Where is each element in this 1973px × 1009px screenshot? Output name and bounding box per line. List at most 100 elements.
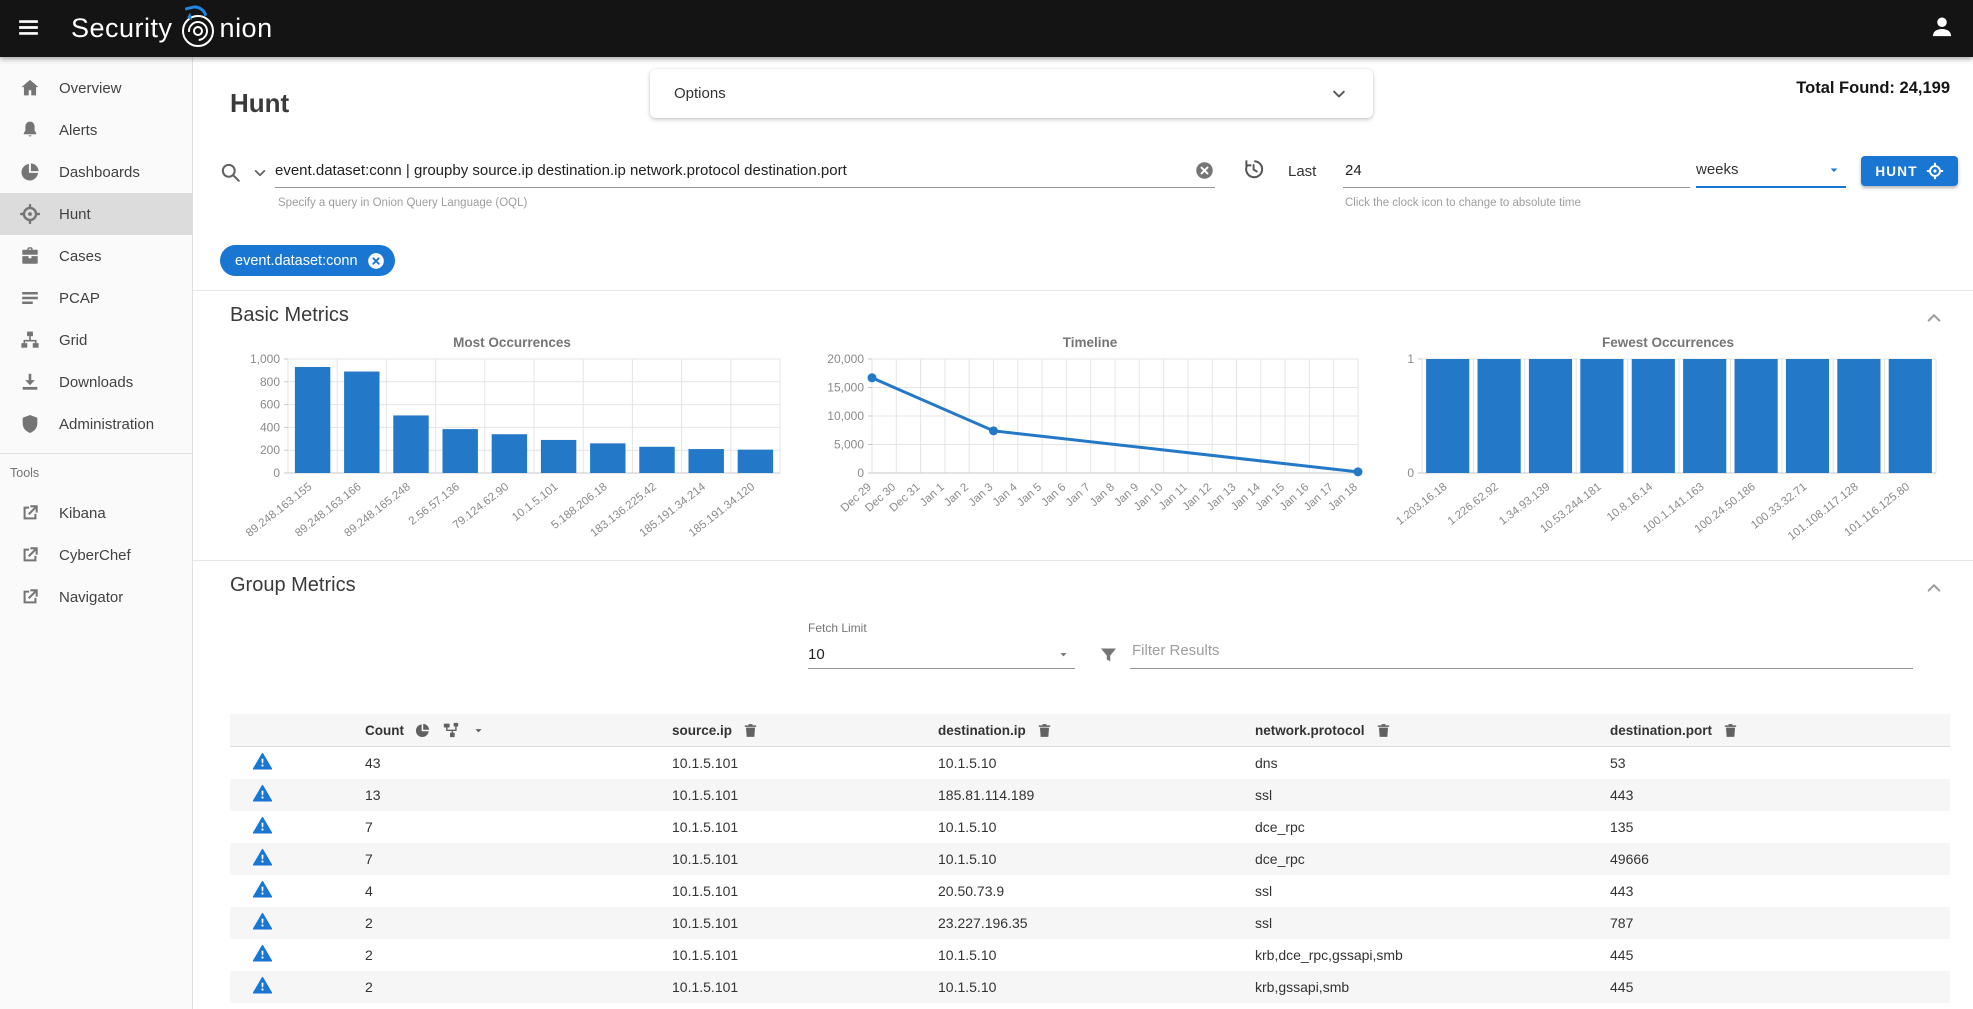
table-row[interactable]: 710.1.5.10110.1.5.10dce_rpc49666 xyxy=(230,843,1950,875)
cell-network_protocol[interactable]: dce_rpc xyxy=(1255,851,1610,867)
table-row[interactable]: 210.1.5.10110.1.5.10krb,dce_rpc,gssapi,s… xyxy=(230,939,1950,971)
clear-query-button[interactable] xyxy=(1194,160,1215,181)
sidebar-item-dashboards[interactable]: Dashboards xyxy=(0,151,192,193)
table-row[interactable]: 210.1.5.10123.227.196.35ssl787 xyxy=(230,907,1950,939)
column-label[interactable]: Count xyxy=(365,723,404,738)
timeline-plot[interactable]: 05,00010,00015,00020,000Dec 29Dec 30Dec … xyxy=(808,353,1372,553)
cell-network_protocol[interactable]: ssl xyxy=(1255,883,1610,899)
warning-triangle-icon[interactable] xyxy=(252,911,273,932)
sidebar-item-pcap[interactable]: PCAP xyxy=(0,277,192,319)
cell-destination_port[interactable]: 445 xyxy=(1610,979,1950,995)
trash-icon[interactable] xyxy=(742,722,759,739)
table-row[interactable]: 1310.1.5.101185.81.114.189ssl443 xyxy=(230,779,1950,811)
cell-destination_ip[interactable]: 10.1.5.10 xyxy=(938,755,1255,771)
table-row[interactable]: 4310.1.5.10110.1.5.10dns53 xyxy=(230,747,1950,779)
table-row[interactable]: 410.1.5.10120.50.73.9ssl443 xyxy=(230,875,1950,907)
warning-triangle-icon[interactable] xyxy=(252,847,273,868)
cell-destination_ip[interactable]: 10.1.5.10 xyxy=(938,979,1255,995)
sidebar-item-grid[interactable]: Grid xyxy=(0,319,192,361)
cell-source_ip[interactable]: 10.1.5.101 xyxy=(672,787,938,803)
cell-count[interactable]: 13 xyxy=(365,787,672,803)
cell-destination_port[interactable]: 443 xyxy=(1610,883,1950,899)
cell-source_ip[interactable]: 10.1.5.101 xyxy=(672,755,938,771)
cell-destination_port[interactable]: 445 xyxy=(1610,947,1950,963)
cell-destination_port[interactable]: 49666 xyxy=(1610,851,1950,867)
group-metrics-collapse-button[interactable] xyxy=(1923,577,1945,599)
cell-network_protocol[interactable]: ssl xyxy=(1255,915,1610,931)
time-unit-select[interactable]: weeks xyxy=(1696,153,1846,188)
column-label[interactable]: destination.port xyxy=(1610,723,1712,738)
query-history-chevron-icon[interactable] xyxy=(251,164,269,182)
warning-triangle-icon[interactable] xyxy=(252,815,273,836)
sidebar-tool-navigator[interactable]: Navigator xyxy=(0,576,192,618)
column-label[interactable]: source.ip xyxy=(672,723,732,738)
fewest-occurrences-plot[interactable]: 011.203.16.181.226.62.921.34.93.13910.53… xyxy=(1386,353,1950,553)
options-panel-toggle[interactable]: Options xyxy=(650,69,1373,118)
cell-source_ip[interactable]: 10.1.5.101 xyxy=(672,883,938,899)
fetch-limit-select[interactable]: 10 xyxy=(808,641,1075,669)
warning-triangle-icon[interactable] xyxy=(252,751,273,772)
trash-icon[interactable] xyxy=(1722,722,1739,739)
cell-destination_ip[interactable]: 23.227.196.35 xyxy=(938,915,1255,931)
sidebar-item-hunt[interactable]: Hunt xyxy=(0,193,192,235)
cell-source_ip[interactable]: 10.1.5.101 xyxy=(672,979,938,995)
cell-network_protocol[interactable]: ssl xyxy=(1255,787,1610,803)
cell-count[interactable]: 43 xyxy=(365,755,672,771)
trash-icon[interactable] xyxy=(1036,722,1053,739)
cell-destination_ip[interactable]: 185.81.114.189 xyxy=(938,787,1255,803)
cell-source_ip[interactable]: 10.1.5.101 xyxy=(672,947,938,963)
cell-count[interactable]: 2 xyxy=(365,915,672,931)
chip-close-icon[interactable] xyxy=(366,251,386,271)
table-row[interactable]: 210.1.5.10110.1.5.10krb,gssapi,smb445 xyxy=(230,971,1950,1003)
most-occurrences-plot[interactable]: 02004006008001,00089.248.163.15589.248.1… xyxy=(230,353,794,553)
sidebar-item-overview[interactable]: Overview xyxy=(0,67,192,109)
cell-destination_port[interactable]: 135 xyxy=(1610,819,1950,835)
trash-icon[interactable] xyxy=(1375,722,1392,739)
cell-destination_port[interactable]: 53 xyxy=(1610,755,1950,771)
column-label[interactable]: destination.ip xyxy=(938,723,1026,738)
relative-time-toggle-button[interactable] xyxy=(1241,157,1265,181)
cell-source_ip[interactable]: 10.1.5.101 xyxy=(672,851,938,867)
cell-destination_ip[interactable]: 10.1.5.10 xyxy=(938,851,1255,867)
cell-network_protocol[interactable]: krb,gssapi,smb xyxy=(1255,979,1610,995)
cell-destination_port[interactable]: 443 xyxy=(1610,787,1950,803)
cell-count[interactable]: 7 xyxy=(365,851,672,867)
cell-destination_ip[interactable]: 10.1.5.10 xyxy=(938,819,1255,835)
sidebar-item-administration[interactable]: Administration xyxy=(0,403,192,445)
sidebar-tool-kibana[interactable]: Kibana xyxy=(0,492,192,534)
sidebar-tool-cyberchef[interactable]: CyberChef xyxy=(0,534,192,576)
hunt-button[interactable]: HUNT xyxy=(1861,156,1958,186)
warning-triangle-icon[interactable] xyxy=(252,975,273,996)
cell-destination_port[interactable]: 787 xyxy=(1610,915,1950,931)
warning-triangle-icon[interactable] xyxy=(252,879,273,900)
groupby-icon[interactable] xyxy=(441,720,461,740)
column-label[interactable]: network.protocol xyxy=(1255,723,1365,738)
filter-chip[interactable]: event.dataset:conn xyxy=(220,245,395,276)
cell-source_ip[interactable]: 10.1.5.101 xyxy=(672,915,938,931)
cell-count[interactable]: 2 xyxy=(365,979,672,995)
pie-chart-icon[interactable] xyxy=(414,722,431,739)
cell-network_protocol[interactable]: krb,dce_rpc,gssapi,smb xyxy=(1255,947,1610,963)
cell-network_protocol[interactable]: dns xyxy=(1255,755,1610,771)
cell-count[interactable]: 7 xyxy=(365,819,672,835)
cell-destination_ip[interactable]: 20.50.73.9 xyxy=(938,883,1255,899)
warning-triangle-icon[interactable] xyxy=(252,943,273,964)
cell-count[interactable]: 2 xyxy=(365,947,672,963)
user-menu-button[interactable] xyxy=(1929,14,1955,43)
sidebar-item-downloads[interactable]: Downloads xyxy=(0,361,192,403)
basic-metrics-collapse-button[interactable] xyxy=(1923,307,1945,329)
menu-button[interactable] xyxy=(16,15,41,43)
sidebar-item-alerts[interactable]: Alerts xyxy=(0,109,192,151)
table-row[interactable]: 710.1.5.10110.1.5.10dce_rpc135 xyxy=(230,811,1950,843)
time-prefix-label: Last xyxy=(1288,163,1316,180)
cell-source_ip[interactable]: 10.1.5.101 xyxy=(672,819,938,835)
cell-count[interactable]: 4 xyxy=(365,883,672,899)
query-input[interactable] xyxy=(275,162,1186,179)
caret-down-icon[interactable] xyxy=(471,723,486,738)
cell-destination_ip[interactable]: 10.1.5.10 xyxy=(938,947,1255,963)
cell-network_protocol[interactable]: dce_rpc xyxy=(1255,819,1610,835)
sidebar-item-cases[interactable]: Cases xyxy=(0,235,192,277)
warning-triangle-icon[interactable] xyxy=(252,783,273,804)
filter-results-input[interactable] xyxy=(1130,641,1913,660)
duration-input[interactable] xyxy=(1343,161,1690,180)
